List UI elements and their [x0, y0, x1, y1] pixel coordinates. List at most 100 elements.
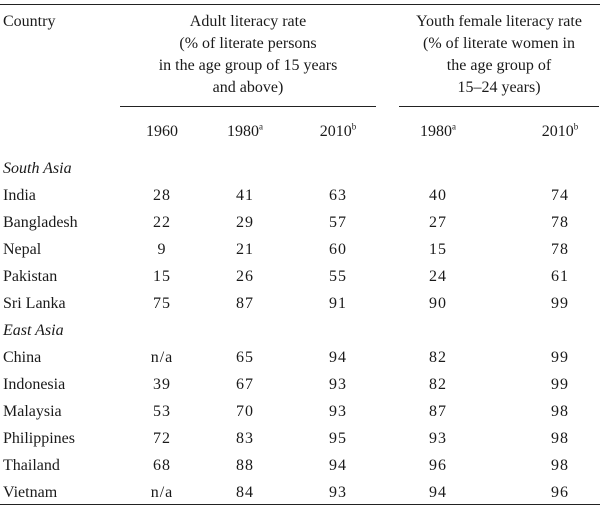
section-heading: East Asia — [3, 322, 64, 339]
value-cell: 99 — [551, 376, 569, 393]
value-cell: 93 — [429, 430, 447, 447]
header-youth-line: 15–24 years) — [457, 79, 541, 96]
header-country: Country — [3, 13, 56, 30]
value-cell: 40 — [429, 187, 447, 204]
country-name: China — [3, 349, 42, 366]
value-cell: 53 — [153, 403, 171, 420]
table-row: Pakistan 15 26 55 24 61 — [0, 266, 600, 293]
value-cell: 60 — [329, 241, 347, 258]
value-cell: 91 — [329, 295, 347, 312]
value-cell: 9 — [157, 241, 167, 258]
value-cell: 94 — [429, 484, 447, 501]
footnote-marker: b — [351, 121, 357, 132]
value-cell: 65 — [236, 349, 254, 366]
value-cell: 78 — [551, 214, 569, 231]
adult-group-rule — [120, 106, 376, 107]
value-cell: 75 — [153, 295, 171, 312]
table-bottom-rule — [0, 504, 600, 505]
value-cell: 98 — [551, 457, 569, 474]
value-cell: 93 — [329, 484, 347, 501]
header-adult-line: Adult literacy rate — [189, 13, 307, 30]
value-cell: 26 — [236, 268, 254, 285]
footnote-marker: b — [573, 121, 579, 132]
section-heading: South Asia — [3, 160, 72, 177]
country-name: Philippines — [3, 430, 76, 447]
value-cell: 68 — [153, 457, 171, 474]
value-cell: 87 — [429, 403, 447, 420]
value-cell: 82 — [429, 349, 447, 366]
value-cell: 41 — [236, 187, 254, 204]
section-heading-row: South Asia — [0, 158, 600, 185]
year-header-2010-youth: 2010b — [520, 121, 600, 143]
table-row: Indonesia 39 67 93 82 99 — [0, 374, 600, 401]
year-label: 2010 — [541, 123, 574, 140]
value-cell: 96 — [429, 457, 447, 474]
country-name: Malaysia — [3, 403, 62, 420]
year-label: 1980 — [227, 123, 259, 140]
value-cell: 96 — [551, 484, 569, 501]
value-cell: 90 — [429, 295, 447, 312]
value-cell: 22 — [153, 214, 171, 231]
value-cell: 98 — [551, 403, 569, 420]
value-cell: 88 — [236, 457, 254, 474]
value-cell: 15 — [153, 268, 171, 285]
country-name: Pakistan — [3, 268, 58, 285]
country-name: Nepal — [3, 241, 42, 258]
table-row: Nepal 9 21 60 15 78 — [0, 239, 600, 266]
header-adult-line: (% of literate persons — [179, 35, 317, 52]
value-cell: n/a — [150, 349, 174, 366]
header-adult-line: in the age group of 15 years — [158, 57, 338, 74]
value-cell: 93 — [329, 403, 347, 420]
country-name: Bangladesh — [3, 214, 78, 231]
header-youth-line: the age group of — [446, 57, 552, 74]
table-row: Malaysia 53 70 93 87 98 — [0, 401, 600, 428]
table-top-rule — [0, 4, 600, 5]
year-header-2010-adult: 2010b — [298, 121, 378, 143]
value-cell: 27 — [429, 214, 447, 231]
header-youth-line: (% of literate women in — [423, 35, 575, 52]
table-row: India 28 41 63 40 74 — [0, 185, 600, 212]
footnote-marker: a — [452, 121, 456, 132]
year-header-1980-youth: 1980a — [398, 121, 478, 143]
value-cell: 29 — [236, 214, 254, 231]
value-cell: 74 — [551, 187, 569, 204]
country-name: India — [3, 187, 36, 204]
value-cell: 78 — [551, 241, 569, 258]
value-cell: 39 — [153, 376, 171, 393]
value-cell: 87 — [236, 295, 254, 312]
value-cell: 99 — [551, 295, 569, 312]
value-cell: 98 — [551, 430, 569, 447]
year-label: 1960 — [146, 123, 178, 140]
country-name: Indonesia — [3, 376, 66, 393]
value-cell: 63 — [329, 187, 347, 204]
value-cell: 94 — [329, 349, 347, 366]
table-row: Bangladesh 22 29 57 27 78 — [0, 212, 600, 239]
value-cell: 15 — [429, 241, 447, 258]
value-cell: 99 — [551, 349, 569, 366]
header-adult-line: and above) — [212, 79, 284, 96]
value-cell: 28 — [153, 187, 171, 204]
table-row: Thailand 68 88 94 96 98 — [0, 455, 600, 482]
value-cell: 82 — [429, 376, 447, 393]
year-header-1960: 1960 — [122, 121, 202, 143]
value-cell: 84 — [236, 484, 254, 501]
value-cell: 72 — [153, 430, 171, 447]
value-cell: 24 — [429, 268, 447, 285]
value-cell: 83 — [236, 430, 254, 447]
country-name: Vietnam — [3, 484, 58, 501]
value-cell: n/a — [150, 484, 174, 501]
table-row: China n/a 65 94 82 99 — [0, 347, 600, 374]
value-cell: 70 — [236, 403, 254, 420]
value-cell: 57 — [329, 214, 347, 231]
value-cell: 61 — [551, 268, 569, 285]
value-cell: 95 — [329, 430, 347, 447]
table-row: Vietnam n/a 84 93 94 96 — [0, 482, 600, 509]
value-cell: 93 — [329, 376, 347, 393]
country-name: Thailand — [3, 457, 60, 474]
country-name: Sri Lanka — [3, 295, 66, 312]
youth-group-rule — [399, 106, 599, 107]
value-cell: 21 — [236, 241, 254, 258]
value-cell: 55 — [329, 268, 347, 285]
value-cell: 94 — [329, 457, 347, 474]
value-cell: 67 — [236, 376, 254, 393]
